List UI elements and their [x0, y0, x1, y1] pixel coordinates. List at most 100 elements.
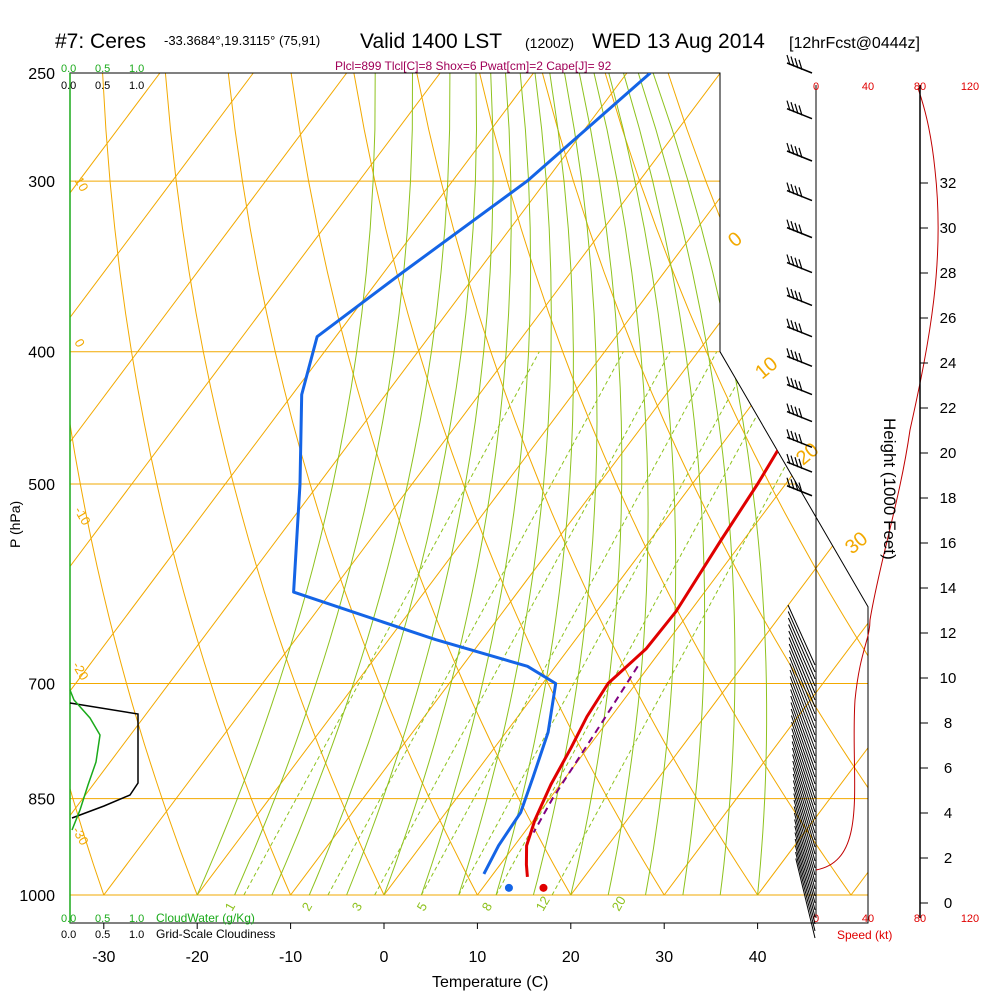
low-wind-barb-27: [792, 780, 816, 855]
height-tick-24: 24: [940, 355, 957, 372]
dry-adiabat-50: [479, 73, 852, 896]
pressure-tick-400: 400: [28, 345, 55, 362]
cloud-bottom-scale-green-1: 0.5: [95, 913, 110, 925]
low-wind-barb-4: [788, 630, 816, 694]
x-tick--10: -10: [279, 949, 302, 966]
wind-barb-5: [786, 261, 813, 274]
height-tick-10: 10: [940, 670, 957, 687]
x-tick-30: 30: [655, 949, 673, 966]
isotherm--40: [70, 73, 628, 896]
mixing-ratio-label-1: 2: [299, 900, 316, 914]
speed-top-tick-0: 0: [813, 81, 819, 93]
speed-top-tick-1: 40: [862, 81, 874, 93]
valid-date: WED 13 Aug 2014: [592, 30, 765, 53]
pressure-tick-1000: 1000: [19, 888, 55, 905]
wind-barb-3: [786, 189, 813, 202]
wind-barb-10: [786, 410, 813, 423]
height-tick-6: 6: [944, 760, 952, 777]
speed-bottom-tick-1: 40: [862, 913, 874, 925]
isotherm-low-label-2: -10: [71, 504, 93, 528]
mixing-ratio-6: [551, 351, 848, 896]
cloudwater-label: CloudWater (g/Kg): [156, 911, 255, 925]
wind-barb-flag-1-2: [794, 103, 799, 115]
pressure-tick-250: 250: [28, 66, 55, 83]
wind-barb-flag-6-1: [790, 288, 795, 300]
dry-adiabat-110: [856, 73, 868, 896]
x-tick-10: 10: [469, 949, 487, 966]
cloud-bottom-scale-1: 0.5: [95, 929, 110, 941]
wind-barb-2: [786, 150, 813, 162]
wind-barb-flag-11-2: [794, 432, 799, 443]
dry-adiabat-70: [604, 73, 868, 896]
wind-barb-flag-10-3: [798, 408, 803, 419]
low-wind-barb-10: [789, 669, 816, 736]
cloudiness-profile: [69, 702, 139, 819]
dewpoint-surface-dot: [504, 883, 513, 892]
plot-area: [69, 73, 868, 892]
stability-indices: Plcl=899 Tlcl[C]=8 Shox=6 Pwat[cm]=2 Cap…: [335, 59, 612, 73]
mixing-ratio-label-3: 5: [414, 900, 431, 914]
grid-lines: [70, 73, 1000, 896]
wind-barb-flag-7-2: [794, 321, 799, 333]
height-tick-20: 20: [940, 445, 957, 462]
wind-barb-flag-9-2: [794, 379, 799, 390]
wind-barb-flag-3-3: [798, 187, 803, 198]
wind-barb-flag-12-2: [794, 457, 799, 468]
wind-barb-flag-4-3: [798, 224, 803, 235]
wind-barb-1: [786, 107, 813, 120]
isotherm--70: [70, 73, 348, 896]
wind-barb-flag-5-0: [786, 254, 791, 265]
isotherm-low-label-3: -20: [69, 659, 91, 683]
wind-barb-flag-0-2: [794, 58, 799, 69]
cloud-top-scale-green-1: 0.5: [95, 63, 110, 75]
low-wind-barb-28: [793, 786, 816, 862]
low-wind-barb-21: [791, 741, 816, 813]
low-wind-barb-34: [794, 825, 816, 904]
low-wind-barb-38: [795, 851, 816, 932]
wind-barb-flag-12-1: [790, 455, 795, 466]
wind-barb-flag-3-2: [794, 185, 799, 196]
low-wind-barb-16: [790, 708, 816, 778]
x-tick-40: 40: [749, 949, 767, 966]
forecast-tag: [12hrFcst@0444z]: [789, 35, 920, 52]
wind-speed-profile: [815, 87, 939, 871]
speed-axis-title: Speed (kt): [837, 928, 892, 942]
low-wind-barb-25: [792, 767, 816, 841]
wind-barb-flag-2-0: [786, 142, 791, 154]
cloud-bottom-scale-2: 1.0: [129, 929, 144, 941]
low-wind-barb-5: [788, 637, 816, 701]
wind-barb-flag-2-1: [790, 144, 795, 155]
cloud-bottom-scale-green-2: 1.0: [129, 913, 144, 925]
isotherm-10: [476, 73, 868, 896]
cloud-top-scale-green-0: 0.0: [61, 63, 76, 75]
temperature-surface-dot: [539, 883, 548, 892]
height-tick-30: 30: [940, 220, 957, 237]
dry-adiabat-130: [982, 73, 1000, 895]
dry-adiabat-10: [227, 73, 478, 896]
isotherm-30: [663, 73, 868, 896]
wind-barb-flag-5-3: [798, 259, 803, 270]
mixing-ratio-2: [374, 351, 671, 896]
low-wind-barb-18: [791, 721, 816, 792]
low-wind-barb-12: [789, 682, 816, 750]
wind-barb-flag-6-0: [786, 287, 791, 298]
wind-barb-0: [786, 62, 813, 74]
wind-barb-flag-0-3: [798, 59, 803, 70]
wind-barb-flag-5-1: [790, 255, 795, 267]
low-wind-barb-20: [791, 734, 816, 806]
pressure-tick-850: 850: [28, 792, 55, 809]
moist-adiabat--12: [271, 73, 451, 896]
cloudwater-profile: [69, 689, 101, 831]
wind-barb-flag-10-1: [790, 404, 795, 416]
low-wind-barb-0: [787, 604, 816, 666]
height-tick-16: 16: [940, 535, 957, 552]
wind-barb-flag-12-0: [786, 453, 791, 465]
wind-barb-flag-13-1: [790, 479, 795, 490]
temperature-axis: -30 -20 -10 0 10 20 30 40: [92, 923, 767, 966]
wind-barb-flag-2-2: [794, 146, 799, 157]
isotherm--60: [70, 73, 441, 896]
wind-barb-flag-13-2: [794, 480, 799, 492]
height-tick-26: 26: [940, 310, 957, 327]
low-wind-barb-14: [790, 695, 816, 764]
